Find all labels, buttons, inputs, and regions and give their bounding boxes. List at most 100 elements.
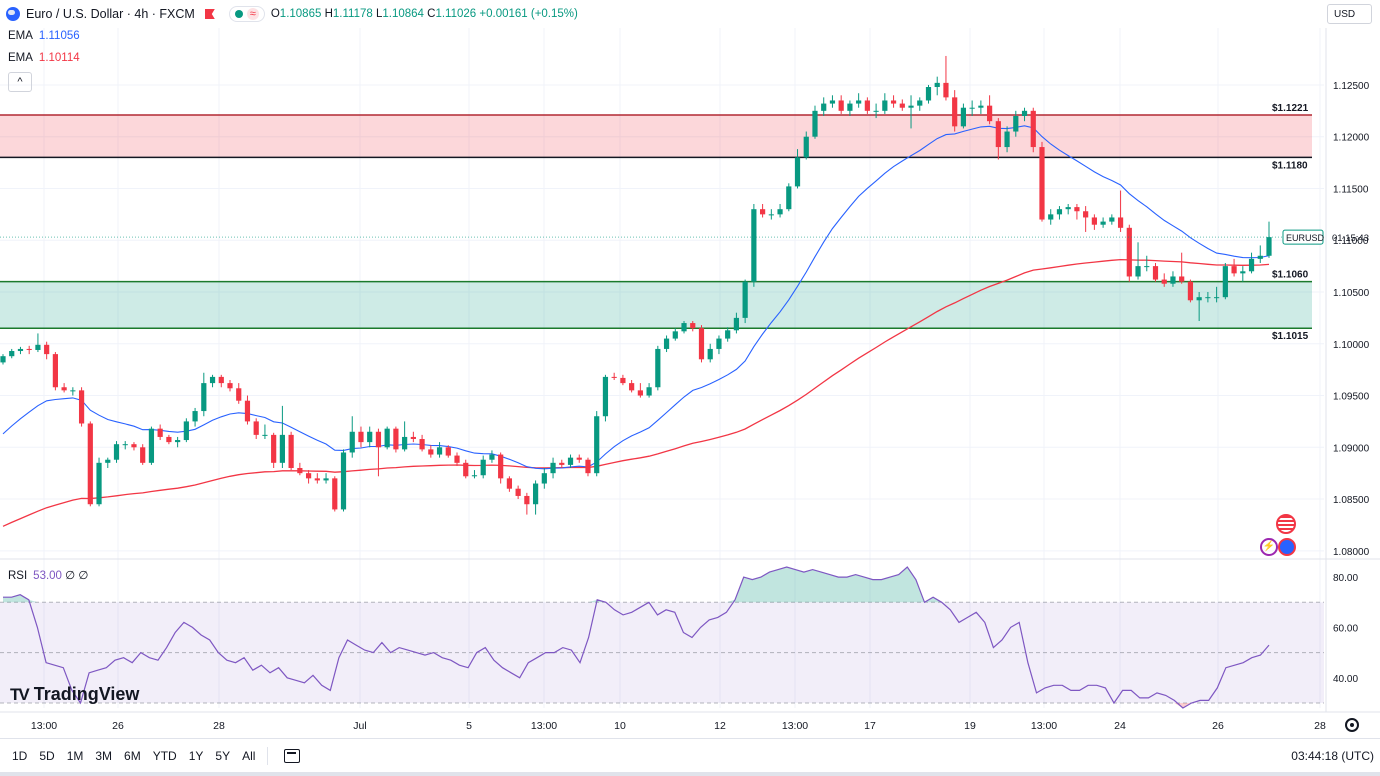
candle-body <box>611 376 617 378</box>
price-tick-label: 1.08000 <box>1333 547 1370 558</box>
candle-body <box>428 449 434 455</box>
candle-body <box>506 478 512 489</box>
candle-body <box>1187 281 1194 301</box>
price-tick-label: 1.09500 <box>1333 392 1370 403</box>
lightning-event-icon[interactable]: ⚡ <box>1260 538 1278 556</box>
candle-body <box>140 447 146 463</box>
rsi-legend[interactable]: RSI 53.00 ∅ ∅ <box>8 568 88 582</box>
candle-body <box>279 434 285 463</box>
candle-body <box>323 478 329 481</box>
candle-body <box>445 447 451 456</box>
candle-body <box>620 377 626 384</box>
time-tick-label: Jul <box>353 720 366 732</box>
candle-body <box>96 462 102 505</box>
candle-body <box>1056 209 1063 215</box>
low-value: 1.10864 <box>382 8 424 20</box>
candle-body <box>1013 116 1019 132</box>
candle-body <box>183 421 189 441</box>
candle-body <box>742 281 748 318</box>
candle-body <box>410 436 416 440</box>
candle-body <box>105 459 111 463</box>
candle-body <box>1091 217 1097 225</box>
eu-event-icon[interactable] <box>1278 538 1296 556</box>
rsi-tick-label: 40.00 <box>1333 674 1358 685</box>
brand-logo[interactable]: TV TradingView <box>10 684 139 705</box>
candle-body <box>707 348 713 360</box>
candle-body <box>567 457 574 465</box>
candle-body <box>358 431 364 443</box>
candle-body <box>1266 237 1272 256</box>
price-tick-label: 1.10000 <box>1333 340 1370 351</box>
chart-canvas[interactable]: $1.1221 $1.1180 $1.1060 $1.1015 EURUSD 01:15:… <box>0 0 1380 738</box>
candle-body <box>1222 266 1228 298</box>
candle-body <box>690 323 696 329</box>
countdown-badge <box>1327 230 1377 245</box>
candle-body <box>978 105 984 108</box>
candle-body <box>44 344 50 355</box>
timeframe-3m[interactable]: 3M <box>95 749 113 763</box>
countdown-text: 01:15:43 <box>1332 233 1369 244</box>
candle-body <box>1240 271 1246 274</box>
candle-body <box>26 348 32 350</box>
candle-body <box>419 439 425 450</box>
candle-body <box>262 434 268 436</box>
candle-body <box>698 328 705 360</box>
us-event-icon[interactable] <box>1276 514 1296 534</box>
candle-body <box>1100 221 1106 225</box>
candle-body <box>585 459 591 474</box>
timeframe-all[interactable]: All <box>242 749 256 763</box>
currency-select[interactable]: USD <box>1327 4 1372 24</box>
timeframe-1y[interactable]: 1Y <box>188 749 204 763</box>
symbol-title[interactable]: Euro / U.S. Dollar · 4h · FXCM <box>26 7 195 21</box>
candle-body <box>87 423 93 505</box>
flag-icon[interactable] <box>204 9 215 19</box>
candle-body <box>794 157 801 187</box>
timeframe-1d[interactable]: 1D <box>12 749 28 763</box>
gear-icon[interactable] <box>1345 718 1359 732</box>
brand-name: TradingView <box>33 684 140 704</box>
candle-body <box>1074 207 1080 212</box>
time-tick-label: 19 <box>964 720 976 732</box>
candle-body <box>1030 110 1036 148</box>
timeframe-6m[interactable]: 6M <box>124 749 141 763</box>
candle-body <box>1117 217 1124 228</box>
time-tick-label: 10 <box>614 720 626 732</box>
tradingview-icon: TV <box>10 684 30 704</box>
candle-body <box>157 428 163 437</box>
price-tick-label: 1.09000 <box>1333 443 1370 454</box>
candle-body <box>1144 266 1150 268</box>
bottom-toolbar: 1D 5D 1M 3M 6M YTD 1Y 5Y All 03:44:18 (U… <box>0 738 1380 773</box>
calendar-icon[interactable] <box>284 749 301 763</box>
ohlc-readout: O1.10865 H1.11178 L1.10864 C1.11026 +0.0… <box>271 8 578 20</box>
timeframe-ytd[interactable]: YTD <box>152 749 177 763</box>
market-status-pill[interactable]: ≈ <box>228 6 265 22</box>
symbol-badge <box>1282 229 1324 245</box>
candle-body <box>786 186 792 210</box>
candle-body <box>829 100 836 104</box>
candle-body <box>716 338 722 349</box>
candle-body <box>733 317 740 331</box>
ema-fast-legend[interactable]: EMA 1.11056 <box>8 30 80 42</box>
candle-body <box>1126 227 1132 277</box>
candle-body <box>864 100 870 111</box>
price-tick-label: 1.11000 <box>1333 236 1369 247</box>
candle-body <box>131 444 137 448</box>
price-tick-label: 1.12000 <box>1333 133 1370 144</box>
ema-slow-legend[interactable]: EMA 1.10114 <box>8 52 80 64</box>
collapse-legend-button[interactable]: ^ <box>8 72 32 92</box>
candle-body <box>917 100 923 106</box>
zone-label-bottom: $1.1180 <box>1272 160 1308 171</box>
zone-resistance <box>0 114 1312 158</box>
candle-body <box>1248 258 1255 272</box>
ema-fast-label: EMA <box>8 30 33 42</box>
timeframe-1m[interactable]: 1M <box>66 749 84 763</box>
time-tick-label: 13:00 <box>531 720 557 732</box>
candle-body <box>1152 266 1159 280</box>
timeframe-5y[interactable]: 5Y <box>215 749 231 763</box>
candle-body <box>402 436 408 450</box>
rsi-tick-label: 60.00 <box>1333 623 1358 634</box>
candle-body <box>559 462 565 465</box>
timeframe-5d[interactable]: 5D <box>39 749 55 763</box>
utc-clock[interactable]: 03:44:18 (UTC) <box>1291 749 1374 763</box>
candle-body <box>375 431 382 448</box>
